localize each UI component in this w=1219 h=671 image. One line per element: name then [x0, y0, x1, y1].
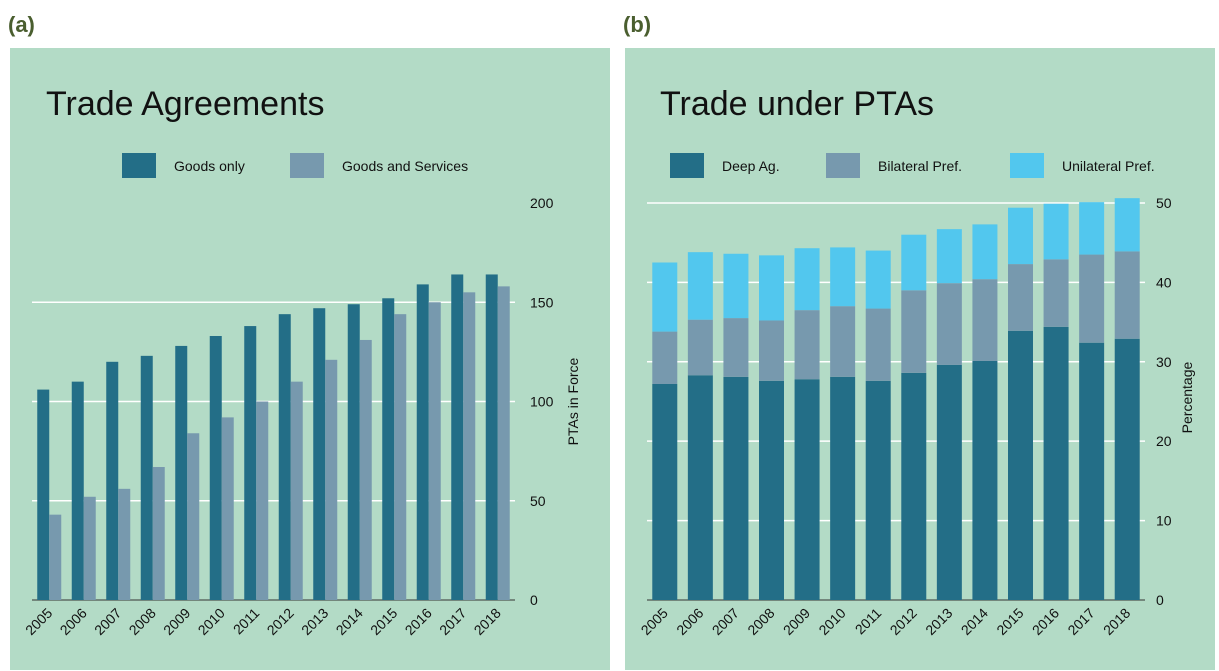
bar — [1008, 330, 1033, 600]
chart-title: Trade Agreements — [46, 85, 324, 123]
bar — [830, 306, 856, 377]
bar — [1043, 326, 1069, 600]
bar — [313, 308, 326, 600]
bar — [865, 380, 891, 600]
bar — [936, 229, 962, 284]
bar — [794, 379, 820, 600]
y-tick-label: 10 — [1156, 513, 1172, 529]
y-tick-label: 50 — [1156, 195, 1172, 211]
bar — [152, 467, 165, 600]
bar — [221, 417, 234, 600]
y-tick-label: 50 — [530, 493, 546, 509]
bar — [428, 302, 441, 600]
y-axis-label: PTAs in Force — [565, 357, 581, 445]
bar — [972, 360, 998, 600]
bar — [118, 488, 131, 600]
legend-swatch — [122, 153, 156, 178]
legend-swatch — [1010, 153, 1044, 178]
bar — [451, 274, 464, 600]
bar — [865, 250, 891, 309]
bar — [1079, 254, 1105, 343]
y-axis-label: Percentage — [1179, 361, 1195, 433]
bar — [936, 364, 962, 600]
bar — [759, 255, 784, 321]
bar — [83, 496, 96, 600]
bar — [382, 298, 395, 600]
panel-label: (a) — [8, 12, 35, 37]
bar — [723, 376, 749, 600]
bar — [687, 252, 713, 320]
bar — [1114, 198, 1140, 252]
bar — [290, 381, 303, 600]
bar — [359, 339, 372, 600]
bar — [463, 292, 476, 600]
bar — [652, 384, 678, 600]
y-tick-label: 100 — [530, 394, 554, 410]
bar — [936, 283, 962, 365]
legend-label: Goods only — [174, 158, 245, 174]
bar — [830, 376, 856, 600]
bar — [347, 304, 360, 600]
legend-label: Bilateral Pref. — [878, 158, 962, 174]
bar — [416, 284, 429, 600]
bar — [187, 433, 200, 600]
y-tick-label: 150 — [530, 294, 554, 310]
y-tick-label: 20 — [1156, 433, 1172, 449]
legend-label: Unilateral Pref. — [1062, 158, 1155, 174]
bar — [1079, 342, 1105, 600]
bar — [652, 262, 678, 332]
bar — [759, 320, 784, 381]
bar — [1043, 203, 1069, 260]
bar — [687, 375, 713, 600]
bar — [901, 234, 927, 291]
panel-label: (b) — [623, 12, 651, 37]
bar — [1079, 202, 1105, 255]
y-tick-label: 0 — [1156, 592, 1164, 608]
bar — [723, 253, 749, 319]
panel-background — [10, 48, 610, 670]
chart-title: Trade under PTAs — [660, 85, 934, 123]
bar — [325, 359, 338, 600]
bar — [759, 380, 784, 600]
y-tick-label: 30 — [1156, 354, 1172, 370]
bar — [1114, 338, 1140, 600]
bar — [37, 389, 50, 600]
bar — [244, 326, 257, 600]
bar — [106, 361, 119, 600]
legend-label: Goods and Services — [342, 158, 468, 174]
legend-swatch — [290, 153, 324, 178]
bar — [49, 514, 62, 600]
bar — [687, 319, 713, 376]
bar — [794, 248, 820, 311]
bar — [830, 247, 856, 307]
legend-label: Deep Ag. — [722, 158, 780, 174]
bar — [865, 308, 891, 381]
bar — [256, 401, 269, 600]
bar — [794, 310, 820, 380]
bar — [1008, 207, 1033, 265]
bar — [723, 318, 749, 377]
bar — [1043, 259, 1069, 327]
bar — [175, 345, 188, 600]
bar — [71, 381, 84, 600]
bar — [901, 290, 927, 373]
y-tick-label: 40 — [1156, 274, 1172, 290]
bar — [209, 335, 222, 600]
bar — [140, 355, 153, 600]
y-tick-label: 0 — [530, 592, 538, 608]
legend-swatch — [670, 153, 704, 178]
legend-swatch — [826, 153, 860, 178]
bar — [972, 279, 998, 361]
bar — [1008, 264, 1033, 331]
bar — [497, 286, 510, 600]
y-tick-label: 200 — [530, 195, 554, 211]
bar — [901, 372, 927, 600]
bar — [278, 314, 291, 600]
bar — [394, 314, 407, 600]
bar — [972, 224, 998, 280]
bar — [1114, 251, 1140, 339]
bar — [485, 274, 498, 600]
bar — [652, 331, 678, 384]
